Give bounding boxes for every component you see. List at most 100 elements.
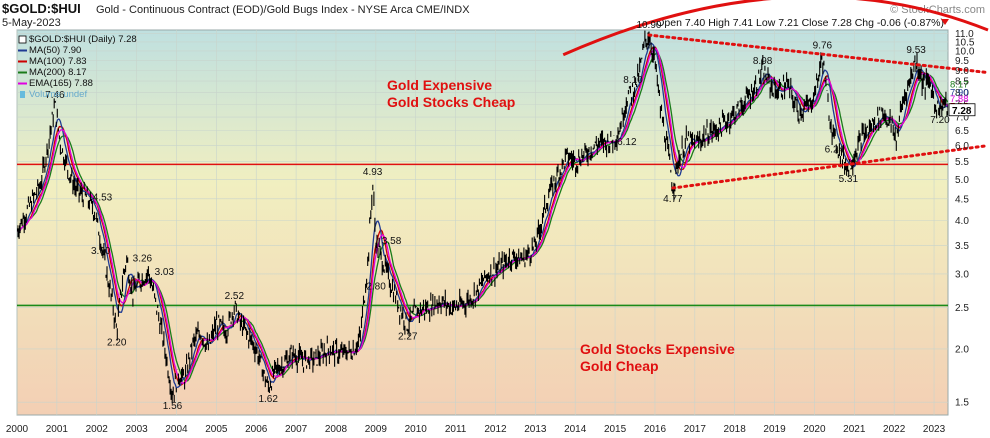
annotation-upper-line1: Gold Expensive: [387, 77, 492, 93]
annotation-lower-line2: Gold Cheap: [580, 358, 659, 374]
y-axis: 1.52.02.53.03.54.04.55.05.56.06.57.07.58…: [955, 29, 975, 409]
peak-label: 9.76: [813, 40, 833, 51]
y-tick-label: 10.0: [955, 46, 975, 57]
down-triangle-icon: [941, 19, 949, 25]
peak-labels: 7.46 4.53 3.60 2.20 3.263.03 1.56 2.52 1.62 4.93…: [45, 20, 950, 412]
x-tick-label: 2004: [165, 424, 188, 435]
x-tick-label: 2003: [125, 424, 148, 435]
legend-item: MA(50) 7.90: [29, 45, 81, 56]
y-tick-label: 9.5: [955, 56, 969, 67]
price-bars: [17, 30, 948, 404]
y-tick-label: 4.0: [955, 216, 969, 227]
y-tick-label: 1.5: [955, 398, 969, 409]
x-tick-label: 2006: [245, 424, 268, 435]
y-tick-label: 10.5: [955, 37, 975, 48]
legend-item: MA(100) 7.83: [29, 56, 87, 67]
peak-label: 1.56: [163, 401, 183, 412]
y-tick-label: 8.0: [955, 88, 969, 99]
peak-label: 8.98: [753, 56, 773, 67]
horizontal-lines: [17, 163, 948, 307]
x-tick-label: 2008: [325, 424, 348, 435]
last-price-box: [948, 103, 976, 117]
ohlc-readout: Open 7.40 High 7.41 Low 7.21 Close 7.28 …: [656, 17, 944, 29]
annotation-lower-line1: Gold Stocks Expensive: [580, 341, 735, 357]
legend-price-swatch: [18, 35, 27, 44]
y-tick-label: 2.0: [955, 344, 969, 355]
lower-trendline: [671, 144, 990, 190]
ema165-line: [17, 48, 948, 385]
peak-label: 4.93: [363, 167, 383, 178]
ma-value-label: 8.17: [950, 79, 969, 90]
peak-label: 6.24: [825, 144, 845, 155]
x-axis: 2000 2001 2002 2003 2004 2005 2006 2007 2008 2009…: [6, 424, 946, 435]
x-tick-label: 2002: [86, 424, 109, 435]
y-tick-label: 11.0: [955, 29, 974, 40]
upper-trendline: [647, 33, 990, 75]
x-tick-label: 2013: [524, 424, 547, 435]
peak-label: 2.80: [366, 282, 386, 293]
x-tick-label: 2000: [6, 424, 29, 435]
legend-item: $GOLD:$HUI (Daily) 7.28: [29, 34, 137, 45]
legend-item: MA(200) 8.17: [29, 67, 87, 78]
legend-item: EMA(165) 7.88: [29, 78, 93, 89]
peak-label: 4.53: [93, 193, 113, 204]
x-tick-label: 2017: [684, 424, 707, 435]
ma-value-label: 7.90: [950, 88, 969, 99]
legend-volume-swatch: [20, 91, 25, 98]
chart-date: 5-May-2023: [2, 17, 61, 29]
peak-label: 6.12: [617, 137, 637, 148]
y-tick-label: 5.5: [955, 157, 969, 168]
x-tick-label: 2022: [883, 424, 906, 435]
y-tick-label: 7.0: [955, 113, 969, 124]
peak-label: 7.20: [930, 115, 950, 126]
y-tick-label: 3.0: [955, 269, 969, 280]
y-tick-label: 3.5: [955, 241, 969, 252]
right-value-labels: 8.177.907.887.837.28: [948, 79, 976, 117]
x-tick-label: 2018: [724, 424, 747, 435]
x-tick-label: 2011: [445, 424, 467, 435]
peak-label: 2.52: [225, 291, 245, 302]
x-tick-label: 2001: [46, 424, 69, 435]
peak-label: 2.20: [107, 337, 127, 348]
y-tick-label: 6.5: [955, 126, 969, 137]
y-tick-label: 9.0: [955, 66, 969, 77]
peak-label: 3.03: [155, 267, 175, 278]
x-tick-label: 2016: [644, 424, 667, 435]
chart-description: Gold - Continuous Contract (EOD)/Gold Bu…: [96, 4, 470, 16]
y-tick-label: 5.0: [955, 175, 969, 186]
last-price-label: 7.28: [952, 106, 972, 117]
top-arc: [562, 0, 989, 57]
peak-label: 7.46: [45, 90, 65, 101]
x-tick-label: 2009: [365, 424, 388, 435]
peak-label: 5.31: [839, 174, 859, 185]
x-tick-label: 2021: [843, 424, 866, 435]
x-tick-label: 2005: [205, 424, 228, 435]
x-tick-label: 2007: [285, 424, 308, 435]
y-tick-label: 6.0: [955, 141, 969, 152]
x-tick-label: 2023: [923, 424, 946, 435]
peak-label: 3.26: [133, 254, 153, 265]
x-tick-label: 2010: [405, 424, 428, 435]
x-tick-label: 2015: [604, 424, 627, 435]
x-tick-label: 2019: [763, 424, 786, 435]
x-tick-label: 2020: [803, 424, 826, 435]
peak-label: 3.60: [91, 246, 111, 257]
annotation-upper-line2: Gold Stocks Cheap: [387, 94, 515, 110]
price-series: [17, 30, 948, 404]
peak-label: 8.10: [623, 75, 643, 86]
trendlines: [562, 0, 990, 190]
peak-label: 4.77: [663, 194, 683, 205]
ma-value-label: 7.88: [950, 94, 969, 105]
y-tick-label: 8.5: [955, 77, 969, 88]
peak-label: 10.90: [636, 20, 661, 31]
peak-label: 3.58: [382, 236, 402, 247]
moving-averages: [17, 42, 948, 389]
y-tick-label: 4.5: [955, 194, 969, 205]
y-tick-label: 2.5: [955, 303, 969, 314]
peak-label: 9.53: [906, 45, 926, 56]
legend-item: Volume undef: [29, 89, 87, 100]
chart-symbol: $GOLD:$HUI: [2, 1, 81, 16]
peak-label: 1.62: [258, 394, 278, 405]
x-tick-label: 2014: [564, 424, 587, 435]
